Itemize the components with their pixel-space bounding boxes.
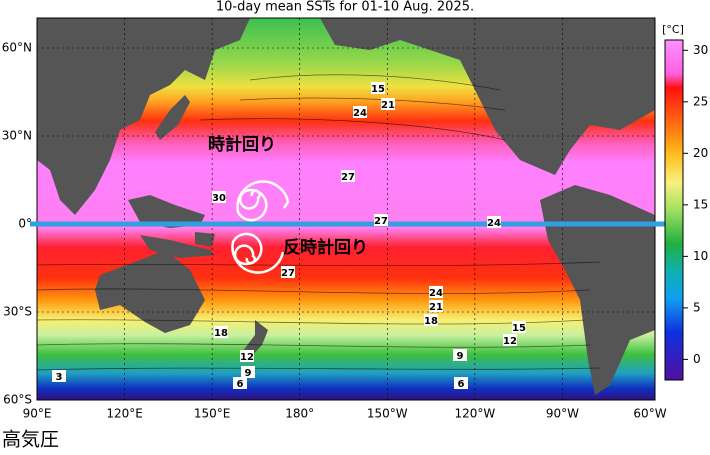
contour-label: 27 — [341, 172, 355, 183]
contour-label: 9 — [457, 351, 464, 362]
colorbar-tick-label: 20 — [693, 146, 708, 160]
contour-label: 6 — [458, 379, 465, 390]
contour-label-box — [341, 170, 355, 182]
contour-label-box — [429, 300, 443, 312]
contour-label-box — [241, 366, 255, 378]
contour-label: 15 — [512, 323, 526, 334]
colorbar-tick-label: 25 — [693, 94, 708, 108]
annotation-clockwise: 時計回り — [208, 134, 276, 155]
spirals — [231, 180, 290, 274]
contour-label-box — [429, 286, 443, 298]
contour-label-box — [374, 214, 388, 226]
colorbar-tick-label: 30 — [693, 43, 708, 57]
lon-label: 150°W — [367, 407, 408, 421]
contour-label-box — [214, 326, 228, 338]
contour-label-box — [487, 216, 501, 228]
lon-label: 120°E — [106, 407, 143, 421]
lon-label: 90°E — [23, 407, 52, 421]
contour-label: 27 — [281, 268, 295, 279]
contour-label-box — [454, 377, 468, 389]
contour-label: 21 — [381, 100, 395, 111]
colorbar-unit: [°C] — [662, 23, 684, 36]
caption: 高気圧 — [2, 429, 59, 451]
lon-label: 90°W — [546, 407, 579, 421]
contour-label: 30 — [212, 193, 226, 204]
contour-label: 12 — [240, 352, 254, 363]
colorbar-tick-label: 0 — [693, 352, 701, 366]
contour-label-box — [453, 349, 467, 361]
contour-label-box — [353, 106, 367, 118]
contour-label: 18 — [424, 316, 438, 327]
contour-label: 27 — [374, 216, 388, 227]
contour-label-box — [424, 314, 438, 326]
contour-label: 24 — [429, 288, 443, 299]
contour-label: 3 — [56, 372, 63, 383]
contour-label-box — [512, 321, 526, 333]
lat-label: 30°N — [2, 129, 32, 143]
contour-label-box — [212, 191, 226, 203]
lon-label: 60°W — [633, 407, 666, 421]
colorbar-tick-label: 15 — [693, 197, 708, 211]
lat-label: 60°N — [2, 41, 32, 55]
colorbar — [664, 39, 684, 381]
contour-label: 24 — [353, 108, 367, 119]
contour-label: 12 — [503, 336, 517, 347]
contour-label: 6 — [237, 379, 244, 390]
lat-label: 60°S — [3, 393, 32, 407]
contour-label: 24 — [487, 218, 501, 229]
contour-label-box — [503, 334, 517, 346]
contour-label-box — [240, 350, 254, 362]
land — [37, 18, 655, 395]
contour-label-box — [233, 377, 247, 389]
lon-label: 180° — [285, 407, 314, 421]
map-frame — [36, 17, 656, 401]
contour-label-box — [381, 98, 395, 110]
lon-label: 120°W — [454, 407, 495, 421]
colorbar-tick-label: 10 — [693, 249, 708, 263]
contour-label: 18 — [214, 328, 228, 339]
title: 10-day mean SSTs for 01-10 Aug. 2025. — [216, 0, 474, 15]
contour-label-box — [52, 370, 66, 382]
contour-label-box — [371, 82, 385, 94]
contour-label: 15 — [371, 84, 385, 95]
colorbar-tick-label: 5 — [693, 300, 701, 314]
lon-label: 150°E — [194, 407, 231, 421]
lat-label: 0° — [18, 217, 32, 231]
annotation-counterclockwise: 反時計回り — [283, 237, 368, 258]
contour-label: 9 — [245, 368, 252, 379]
contour-label: 21 — [429, 302, 443, 313]
lat-label: 30°S — [3, 305, 32, 319]
contour-label-box — [281, 266, 295, 278]
